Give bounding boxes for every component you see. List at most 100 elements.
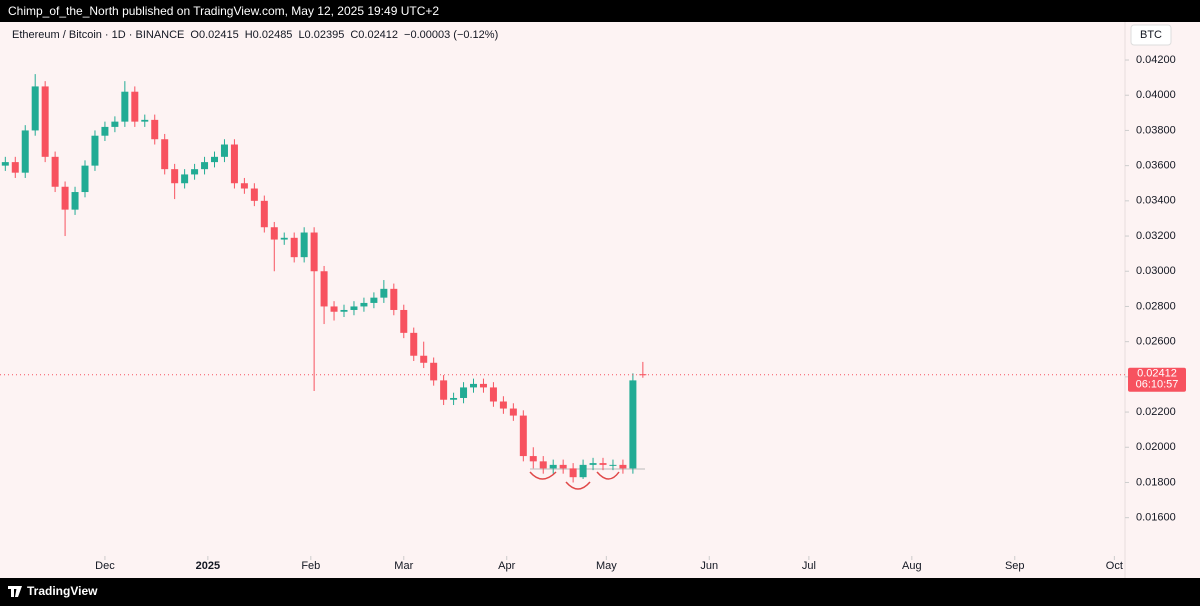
candle-body [549, 464, 557, 469]
candle-body [340, 309, 348, 312]
candle-body [539, 461, 547, 469]
x-tick-label: Apr [498, 560, 515, 572]
candle-body [370, 297, 378, 303]
candle-body [470, 383, 478, 388]
x-tick-label: Sep [1005, 560, 1025, 572]
x-tick-label: Oct [1106, 560, 1123, 572]
y-tick-label: 0.02600 [1136, 336, 1176, 348]
candle-body [101, 126, 109, 136]
candle-body [230, 144, 238, 184]
candle-body [430, 362, 438, 381]
candle-body [71, 192, 79, 210]
footer-brand: TradingView [27, 584, 98, 598]
symbol: Ethereum / Bitcoin · 1D · BINANCE [12, 29, 184, 41]
candle-body [61, 186, 69, 210]
candle-body [141, 119, 149, 122]
currency: BTC [1140, 29, 1162, 41]
candle-body [191, 169, 199, 175]
x-tick-label: Jun [700, 560, 718, 572]
candle-body [300, 232, 308, 258]
candle-body [460, 387, 468, 398]
y-tick-label: 0.03000 [1136, 265, 1176, 277]
candle-body [440, 380, 448, 400]
candle-body [450, 397, 458, 400]
candle-body [171, 169, 179, 184]
candle-body [599, 463, 607, 465]
publish-note: Chimp_of_the_North published on TradingV… [8, 4, 439, 18]
candle-body [360, 302, 368, 307]
candle-body [629, 380, 637, 469]
candle-body [330, 306, 338, 312]
x-tick-label: Feb [301, 560, 320, 572]
y-tick-label: 0.03200 [1136, 230, 1176, 242]
candle-body [91, 135, 99, 166]
candle-body [151, 119, 159, 140]
x-tick-label: Mar [394, 560, 413, 572]
candle-body [111, 121, 119, 127]
price-tag [1128, 367, 1186, 392]
candle-body [250, 188, 258, 201]
countdown: 06:10:57 [1136, 379, 1179, 391]
y-tick-label: 0.02800 [1136, 300, 1176, 312]
x-tick-label: Dec [95, 560, 115, 572]
candle-body [380, 288, 388, 298]
y-tick-label: 0.04200 [1136, 54, 1176, 66]
candle-body [320, 271, 328, 307]
y-tick-label: 0.03600 [1136, 160, 1176, 172]
candle-body [81, 165, 89, 193]
y-tick-label: 0.04000 [1136, 89, 1176, 101]
candle-body [609, 464, 617, 466]
x-tick-label: Aug [902, 560, 922, 572]
candle-body [410, 332, 418, 356]
candle-body [479, 383, 487, 388]
candle-body [31, 86, 39, 131]
candle-body [310, 232, 318, 272]
logo [8, 586, 22, 597]
candle-body [211, 156, 219, 163]
candle-body [280, 237, 288, 240]
candle-body [121, 91, 129, 122]
currency-box [1130, 24, 1172, 46]
candle-body [589, 463, 597, 465]
candle-body [131, 91, 139, 122]
candle-body [270, 227, 278, 240]
y-tick-label: 0.03400 [1136, 195, 1176, 207]
last-price-label: 0.02412 [1137, 368, 1177, 380]
candle-body [11, 162, 19, 173]
candle-body [260, 200, 268, 228]
ohlc-value: O0.02415 [190, 29, 238, 41]
candle-body [181, 174, 189, 184]
ohlc-value: −0.00003 (−0.12%) [404, 29, 498, 41]
y-tick-label: 0.02000 [1136, 441, 1176, 453]
candle-body [390, 288, 398, 310]
candle-body [489, 387, 497, 402]
ohlc-value: H0.02485 [245, 29, 293, 41]
candle-body [519, 415, 527, 457]
y-tick-label: 0.02200 [1136, 406, 1176, 418]
candle-body [499, 401, 507, 409]
candle-body [579, 464, 587, 478]
y-tick-label: 0.01600 [1136, 512, 1176, 524]
candle-body [509, 408, 517, 416]
candle-body [569, 468, 577, 478]
candle-body [21, 130, 29, 173]
candle-body [559, 464, 567, 469]
candle-body [400, 309, 408, 333]
candle-body [161, 139, 169, 170]
candle-body [220, 144, 228, 157]
candle-body [51, 156, 59, 187]
bottom-bar [0, 578, 1200, 606]
candle-body [619, 464, 627, 469]
ohlc-value: L0.02395 [298, 29, 344, 41]
candle-body [201, 162, 209, 170]
x-tick-label: May [596, 560, 617, 572]
x-tick-label: Jul [802, 560, 816, 572]
candle-body [1, 162, 9, 166]
y-tick-label: 0.03800 [1136, 124, 1176, 136]
candle-body [41, 86, 49, 157]
candle-body [639, 374, 647, 376]
candle-body [290, 237, 298, 258]
